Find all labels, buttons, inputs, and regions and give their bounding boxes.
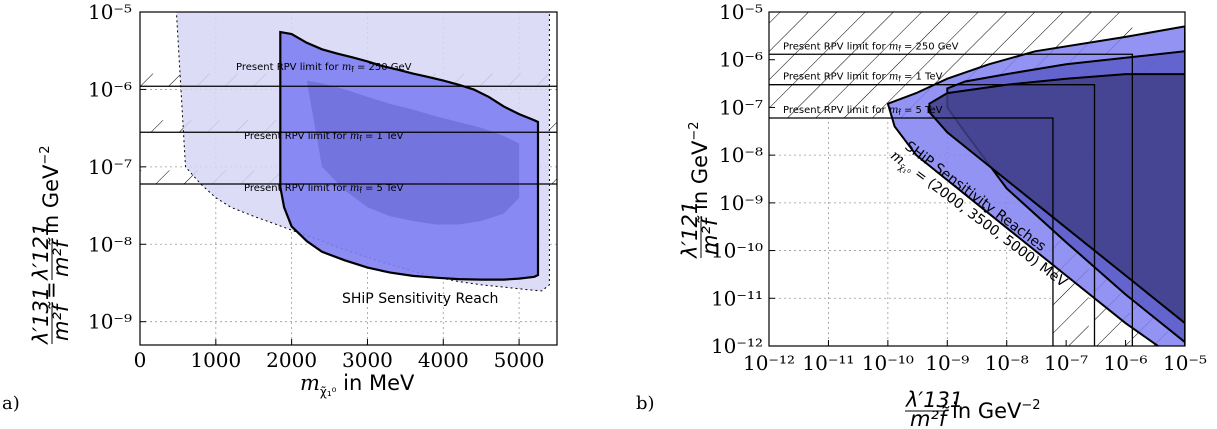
- panel-a-ticks: 0 1000 2000 3000 4000 5000 10⁻⁵ 10⁻⁶ 10⁻⁷ 10⁻⁸ 10⁻…: [88, 0, 545, 372]
- panel-b-annotations: Present RPV limit for mf̃ = 250 GeV Prese…: [783, 41, 959, 117]
- panel-b-ylabel-den: m²f̃: [697, 215, 722, 255]
- panel-b: 10⁻¹² 10⁻¹¹ 10⁻¹⁰ 10⁻⁹ 10⁻⁸ 10⁻⁷ 10⁻⁶ 10⁻⁵ 10⁻⁵ 1…: [636, 0, 1207, 429]
- panel-a-annotation: Present RPV limit for mf̃ = 1 TeV: [244, 131, 404, 143]
- panel-b-ytick-label: 10⁻¹²: [711, 334, 763, 358]
- panel-b-ytick-label: 10⁻⁶: [719, 48, 763, 72]
- panel-b-xtick-label: 10⁻¹¹: [802, 351, 854, 375]
- panel-b-limit-line: [769, 53, 1133, 346]
- panel-b-xtick-label: 10⁻⁸: [985, 351, 1029, 375]
- panel-a-xtick-label: 4000: [418, 348, 469, 372]
- panel-b-ylabel-exp: −2: [687, 121, 702, 140]
- panel-a-ylabel-unit: in GeV: [39, 164, 63, 234]
- panel-b-region-5000MeV: [928, 73, 1185, 325]
- panel-a-xlabel-rest: in MeV: [336, 371, 415, 395]
- panel-b-xtick-label: 10⁻⁵: [1163, 351, 1207, 375]
- panel-b-ticks: 10⁻¹² 10⁻¹¹ 10⁻¹⁰ 10⁻⁹ 10⁻⁸ 10⁻⁷ 10⁻⁶ 10⁻⁵ 10⁻⁵ 1…: [711, 0, 1207, 375]
- panel-a-xlabel-sub: χ̃₁⁰: [320, 385, 337, 399]
- panel-a-ytick-label: 10⁻⁷: [88, 155, 132, 179]
- panel-b-annotation: Present RPV limit for mf̃ = 5 TeV: [783, 105, 943, 117]
- panel-b-ylabel-text: in GeV−2: [687, 121, 712, 210]
- panel-b-annotation: Present RPV limit for mf̃ = 1 TeV: [783, 72, 943, 84]
- panel-a-xtick-label: 0: [134, 348, 147, 372]
- panel-a-ylabel-den2: m²f̃: [48, 237, 73, 277]
- panel-a-sensitivity-label: SHiP Sensitivity Reach: [342, 291, 498, 307]
- panel-b-annotation: Present RPV limit for mf̃ = 250 GeV: [783, 41, 959, 53]
- panel-a-limit-lines: [140, 85, 557, 185]
- panel-b-ytick-label: 10⁻¹¹: [711, 286, 763, 310]
- panel-b-limit-line: [769, 117, 1054, 346]
- panel-a-region-inner-dark: [306, 80, 520, 225]
- panel-b-ylabel-unit: in GeV: [688, 140, 712, 210]
- panel-a-ylabel-den1: m²f̃: [48, 301, 73, 341]
- panel-b-ytick-label: 10⁻⁵: [719, 0, 763, 24]
- panel-a-xtick-label: 3000: [342, 348, 393, 372]
- panel-b-xlabel-unit: in GeV: [952, 399, 1022, 423]
- panel-a-region-main-solid: [279, 30, 540, 281]
- panel-b-ylabel: λ′121 m²f̃ in GeV−2: [678, 121, 722, 259]
- panel-a: 0 1000 2000 3000 4000 5000 10⁻⁵ 10⁻⁶ 10⁻⁷ 10⁻⁸ 10⁻…: [2, 0, 558, 414]
- panel-a-xtick-label: 2000: [266, 348, 317, 372]
- panel-b-limit-line: [769, 84, 1096, 346]
- panel-b-xtick-label: 10⁻⁶: [1104, 351, 1148, 375]
- panel-b-ytick-label: 10⁻⁸: [719, 143, 763, 167]
- panel-a-xtick-label: 1000: [190, 348, 241, 372]
- panel-b-xlabel-num: λ′131: [905, 388, 963, 412]
- panel-a-ytick-label: 10⁻⁹: [88, 310, 132, 334]
- panel-a-ylabel-num2: λ′121: [29, 223, 53, 281]
- panel-b-xtick-label: 10⁻¹²: [743, 351, 795, 375]
- panel-b-ylabel-num: λ′121: [678, 201, 702, 259]
- panel-b-label: b): [636, 393, 655, 414]
- panel-a-ytick-label: 10⁻⁸: [88, 232, 132, 256]
- panel-b-ytick-label: 10⁻⁷: [719, 95, 763, 119]
- panel-a-annotation: Present RPV limit for mf̃ = 5 TeV: [244, 183, 404, 195]
- panel-a-ylabel-eq: =: [39, 281, 63, 299]
- panel-a-ylabel: λ′131 m²f̃ = λ′121 m²f̃ in GeV−2: [29, 145, 73, 345]
- panel-a-ytick-label: 10⁻⁶: [88, 77, 132, 101]
- panel-b-xlabel-text: in GeV−2: [952, 398, 1041, 423]
- panel-a-xlabel: mχ̃₁⁰ in MeV: [300, 371, 415, 399]
- panel-b-xlabel-exp: −2: [1021, 398, 1040, 413]
- panel-a-frame: [139, 11, 558, 346]
- panel-b-xlabel-den: m²f̃: [910, 406, 950, 429]
- panel-a-xtick-label: 5000: [494, 348, 545, 372]
- panel-a-annotations: Present RPV limit for mf̃ = 250 GeV Prese…: [236, 62, 412, 195]
- panel-a-regions: [175, 12, 550, 292]
- panel-b-xtick-label: 10⁻¹⁰: [862, 351, 914, 375]
- panel-b-ytick-label: 10⁻¹⁰: [711, 239, 763, 263]
- panel-b-regions: [886, 25, 1185, 346]
- panel-a-label: a): [2, 393, 20, 414]
- panel-b-xtick-label: 10⁻⁹: [925, 351, 969, 375]
- panel-a-ytick-label: 10⁻⁵: [88, 0, 132, 24]
- panel-b-xtick-label: 10⁻⁷: [1044, 351, 1088, 375]
- panel-a-xlabel-var: m: [300, 371, 320, 395]
- panel-a-ylabel-exp: −2: [38, 145, 53, 164]
- panel-a-annotation: Present RPV limit for mf̃ = 250 GeV: [236, 62, 412, 74]
- panel-b-xlabel: λ′131 m²f̃ in GeV−2: [905, 388, 1041, 429]
- panel-a-ylabel-num1: λ′131: [29, 287, 53, 345]
- panel-b-ytick-label: 10⁻⁹: [719, 191, 763, 215]
- panel-b-frame: [768, 11, 1186, 347]
- panel-b-limit-lines: [769, 53, 1133, 346]
- panel-a-ylabel-text: in GeV−2: [38, 145, 63, 234]
